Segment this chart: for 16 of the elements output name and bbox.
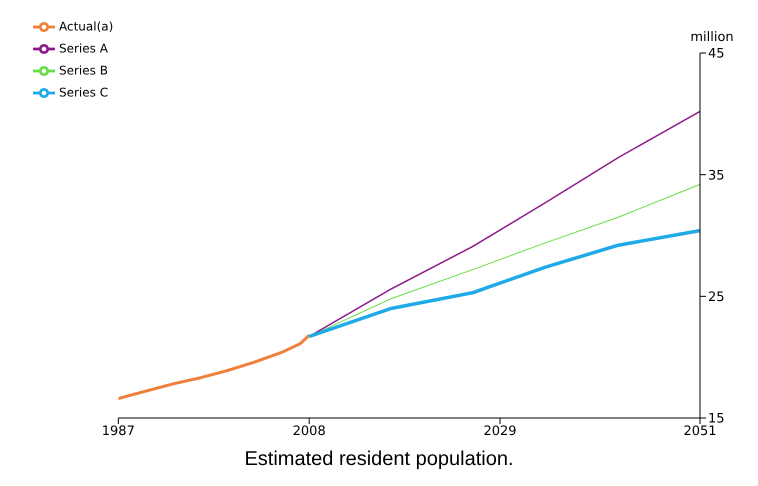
legend-label: Series B [59,63,108,78]
legend-label: Series C [59,85,108,100]
x-tick-label: 2029 [484,424,517,440]
text: Estimated resident population. [243,448,515,471]
x-tick-label: 2051 [683,424,717,440]
y-tick-label: 35 [708,168,725,184]
y-axis-title: million [690,30,734,45]
y-tick-label: 15 [708,412,725,427]
legend-label: Series A [59,41,108,56]
line-series [118,334,311,400]
y-tick-label: 45 [708,46,725,62]
y-tick-label: 25 [708,290,725,305]
x-tick-label: 2008 [292,424,326,440]
legend-label: Actual(a) [59,19,114,34]
line-series [307,228,700,338]
x-tick-label: 1987 [102,424,135,440]
